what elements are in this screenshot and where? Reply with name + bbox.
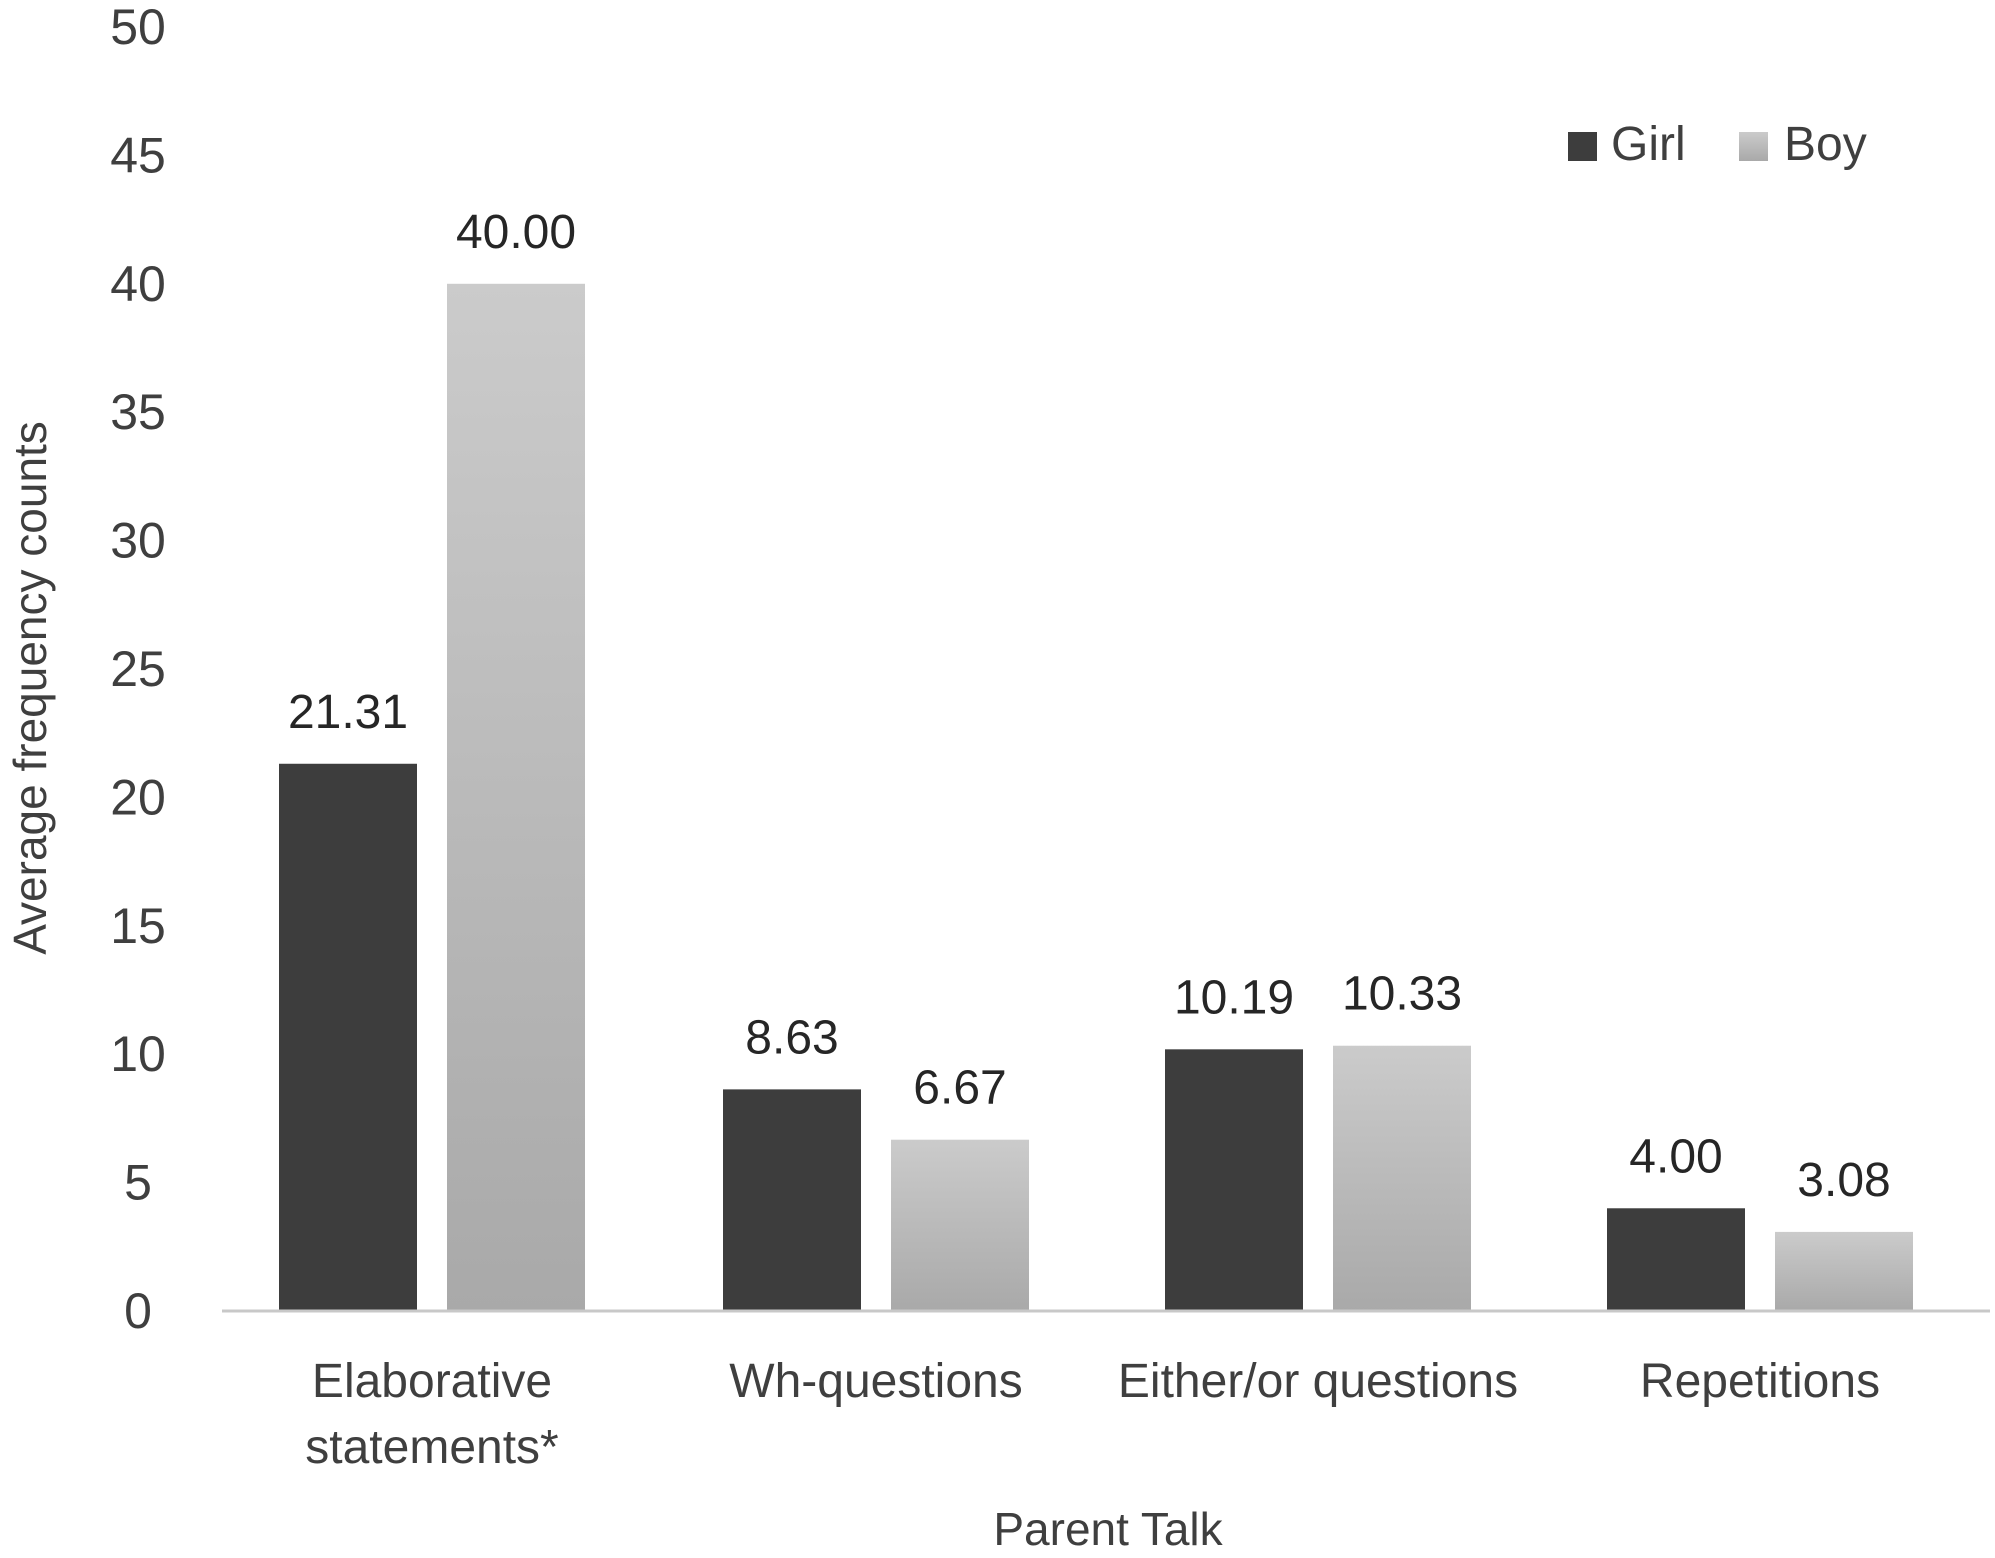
bars: 21.31 8.63 10.19 4.00 40.00 6.67 10.33 3.08 — [279, 206, 1913, 1311]
x-axis-categories: Elaborative statements* Wh-questions Either… — [305, 1355, 1880, 1474]
bar-boy — [1333, 1045, 1471, 1311]
legend-label-boy: Boy — [1784, 118, 1867, 171]
y-tick-label: 0 — [124, 1283, 152, 1339]
data-label: 3.08 — [1797, 1154, 1890, 1207]
bar-boy — [891, 1139, 1029, 1311]
bar-girl — [279, 763, 417, 1311]
legend-swatch-boy — [1739, 132, 1768, 161]
bar-boy — [447, 283, 585, 1311]
y-axis-ticks: 0 5 10 15 20 25 30 35 40 45 50 — [110, 0, 166, 1339]
x-axis-title: Parent Talk — [993, 1503, 1223, 1555]
x-category-label: Repetitions — [1640, 1355, 1880, 1408]
y-tick-label: 25 — [110, 641, 166, 697]
y-tick-label: 20 — [110, 769, 166, 825]
y-tick-label: 50 — [110, 0, 166, 55]
y-tick-label: 10 — [110, 1026, 166, 1082]
y-tick-label: 35 — [110, 384, 166, 440]
bar-girl — [723, 1089, 861, 1311]
y-tick-label: 5 — [124, 1155, 152, 1211]
bar-girl — [1165, 1049, 1303, 1311]
x-category-label: Elaborative — [312, 1355, 552, 1408]
bar-girl — [1607, 1208, 1745, 1311]
data-label: 10.19 — [1174, 971, 1294, 1024]
data-label: 4.00 — [1629, 1130, 1722, 1183]
legend-swatch-girl — [1568, 132, 1597, 161]
data-label: 21.31 — [288, 686, 408, 739]
data-label: 6.67 — [913, 1062, 1006, 1115]
legend: Girl Boy — [1568, 118, 1867, 171]
y-axis-title: Average frequency counts — [4, 421, 56, 955]
x-category-label: statements* — [305, 1421, 558, 1474]
data-label: 8.63 — [745, 1011, 838, 1064]
y-tick-label: 40 — [110, 256, 166, 312]
y-tick-label: 45 — [110, 127, 166, 183]
x-category-label: Wh-questions — [729, 1355, 1022, 1408]
bar-boy — [1775, 1231, 1913, 1311]
data-label: 40.00 — [456, 206, 576, 259]
y-tick-label: 30 — [110, 513, 166, 569]
y-tick-label: 15 — [110, 898, 166, 954]
legend-label-girl: Girl — [1611, 118, 1686, 171]
data-label: 10.33 — [1342, 968, 1462, 1021]
x-category-label: Either/or questions — [1118, 1355, 1518, 1408]
